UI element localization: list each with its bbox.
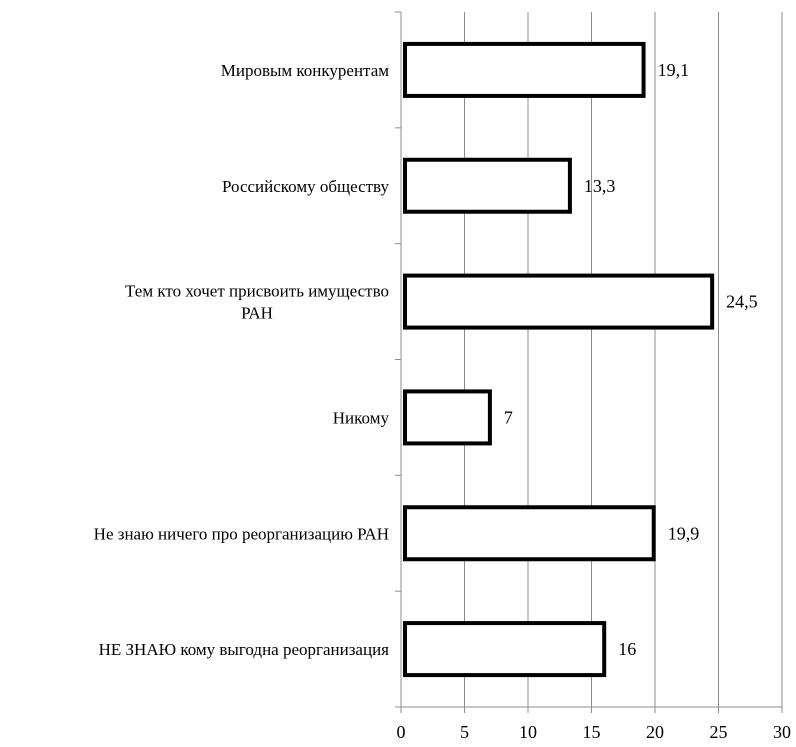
bar xyxy=(403,273,715,330)
x-tick-label: 30 xyxy=(773,722,791,742)
category-label: НЕ ЗНАЮ кому выгодна реорганизация xyxy=(99,640,390,659)
bar xyxy=(403,621,607,678)
category-label: Российскому обществу xyxy=(222,177,389,196)
value-label: 19,9 xyxy=(668,523,700,543)
value-label: 13,3 xyxy=(584,176,616,196)
x-tick-label: 5 xyxy=(460,722,469,742)
x-tick-label: 25 xyxy=(710,722,728,742)
category-label: Не знаю ничего про реорганизацию РАН xyxy=(94,524,389,543)
bar xyxy=(403,157,572,214)
category-labels: Мировым конкурентам Российскому обществу Т… xyxy=(94,61,390,659)
value-label: 19,1 xyxy=(658,60,690,80)
category-label: Мировым конкурентам xyxy=(221,61,390,80)
category-label-line: РАН xyxy=(241,304,273,323)
value-labels: 19,1 13,3 24,5 7 19,9 16 xyxy=(504,60,758,659)
category-label: Тем кто хочет присвоить имущество xyxy=(125,282,389,301)
bar xyxy=(403,41,646,98)
bar xyxy=(403,505,656,562)
value-label: 16 xyxy=(618,639,636,659)
value-label: 24,5 xyxy=(726,292,758,312)
bars xyxy=(403,41,715,678)
category-label: Никому xyxy=(333,408,390,427)
bar xyxy=(403,389,492,446)
x-tick-label: 10 xyxy=(519,722,537,742)
x-tick-label: 20 xyxy=(646,722,664,742)
value-label: 7 xyxy=(504,407,513,427)
x-tick-labels: 0 5 10 15 20 25 30 xyxy=(397,722,792,742)
x-tick-label: 0 xyxy=(397,722,406,742)
grid-lines xyxy=(464,12,783,707)
axes xyxy=(395,11,783,713)
x-tick-label: 15 xyxy=(583,722,601,742)
